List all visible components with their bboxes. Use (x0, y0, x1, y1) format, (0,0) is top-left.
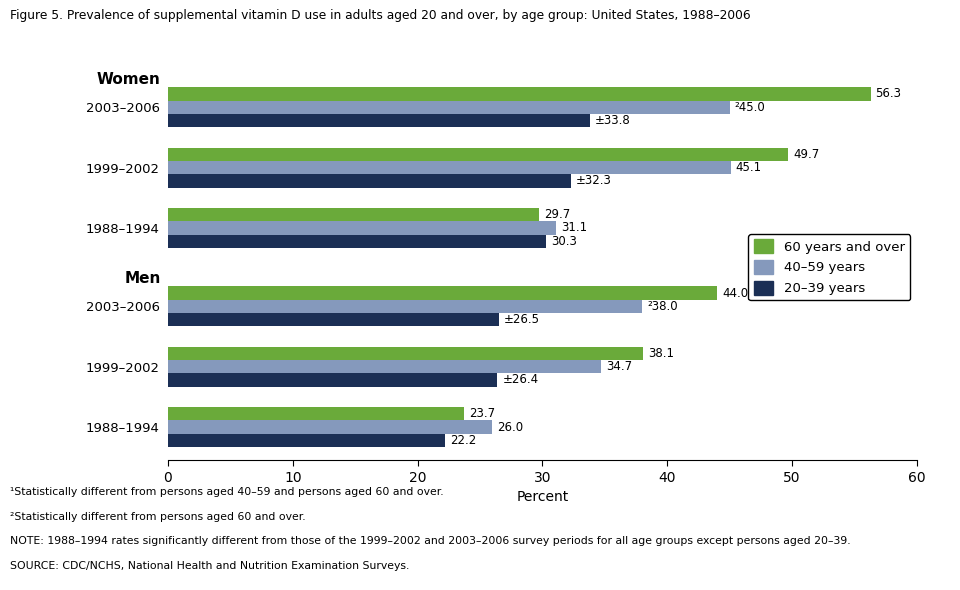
Legend: 60 years and over, 40–59 years, 20–39 years: 60 years and over, 40–59 years, 20–39 ye… (748, 234, 910, 300)
Text: 31.1: 31.1 (561, 221, 588, 234)
Text: NOTE: 1988–1994 rates significantly different from those of the 1999–2002 and 20: NOTE: 1988–1994 rates significantly diff… (10, 536, 851, 546)
Bar (168, 287, 717, 300)
Bar (168, 313, 499, 326)
Bar (168, 174, 571, 188)
Bar (168, 421, 492, 434)
Bar (168, 300, 642, 313)
Text: ²45.0: ²45.0 (734, 101, 765, 114)
Text: ²Statistically different from persons aged 60 and over.: ²Statistically different from persons ag… (10, 512, 305, 522)
Bar (168, 407, 464, 421)
Bar (168, 148, 788, 161)
Text: 30.3: 30.3 (551, 235, 577, 248)
Bar (168, 101, 730, 114)
Text: 26.0: 26.0 (497, 421, 523, 434)
Text: 23.7: 23.7 (468, 407, 495, 420)
Text: 45.1: 45.1 (736, 161, 762, 174)
Bar (168, 373, 497, 386)
Text: ±33.8: ±33.8 (595, 114, 631, 127)
Bar (168, 360, 601, 373)
Text: ±32.3: ±32.3 (576, 175, 612, 188)
Text: ±26.5: ±26.5 (504, 313, 540, 326)
Bar (168, 221, 556, 235)
Text: Men: Men (124, 271, 160, 286)
Text: 49.7: 49.7 (793, 148, 820, 161)
Text: 34.7: 34.7 (606, 360, 633, 373)
Bar (168, 87, 871, 101)
Text: Women: Women (97, 72, 160, 87)
Text: SOURCE: CDC/NCHS, National Health and Nutrition Examination Surveys.: SOURCE: CDC/NCHS, National Health and Nu… (10, 561, 409, 571)
Bar (168, 114, 589, 127)
Text: 38.1: 38.1 (649, 347, 675, 360)
Bar (168, 347, 643, 360)
Text: 22.2: 22.2 (450, 434, 476, 447)
Text: ¹Statistically different from persons aged 40–59 and persons aged 60 and over.: ¹Statistically different from persons ag… (10, 487, 444, 497)
Bar (168, 434, 445, 447)
X-axis label: Percent: Percent (516, 490, 568, 504)
Text: 44.0: 44.0 (722, 287, 748, 300)
Bar (168, 208, 539, 221)
Text: 29.7: 29.7 (543, 208, 570, 221)
Text: 56.3: 56.3 (876, 87, 901, 100)
Text: ²38.0: ²38.0 (647, 300, 678, 313)
Bar (168, 161, 731, 174)
Text: Figure 5. Prevalence of supplemental vitamin D use in adults aged 20 and over, b: Figure 5. Prevalence of supplemental vit… (10, 9, 750, 22)
Text: ±26.4: ±26.4 (502, 373, 539, 386)
Bar (168, 235, 546, 248)
